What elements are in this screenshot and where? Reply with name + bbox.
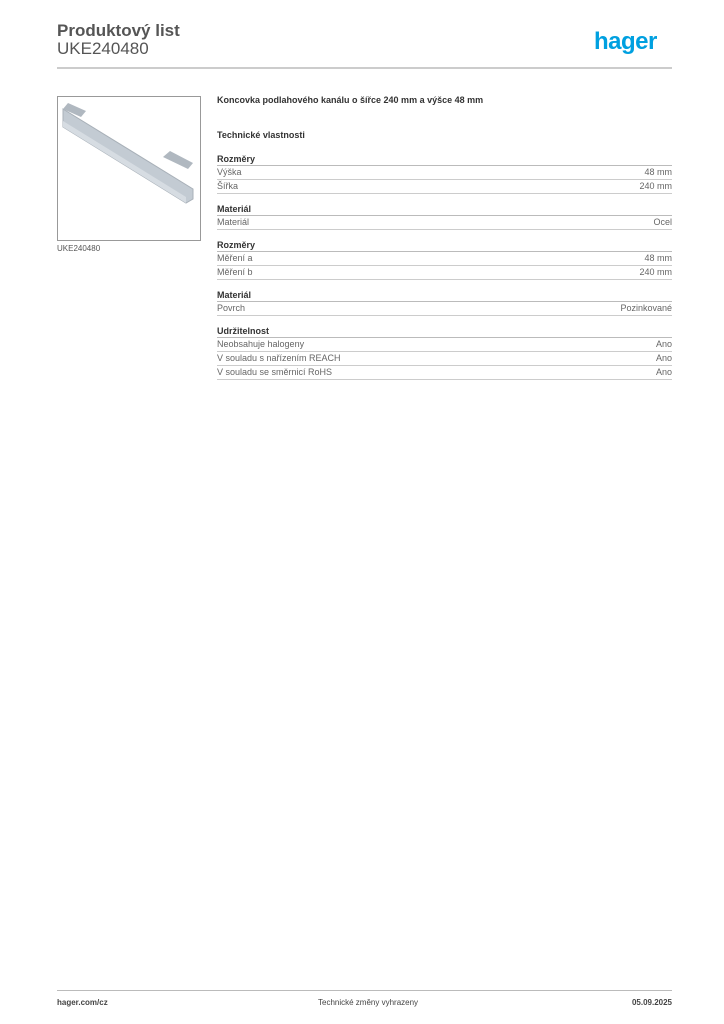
section-title: Materiál: [217, 204, 672, 216]
spec-section: Materiál Materiál Ocel: [217, 204, 672, 230]
spec-value: 48 mm: [644, 167, 672, 177]
spec-row: Šířka 240 mm: [217, 180, 672, 194]
section-title: Materiál: [217, 290, 672, 302]
spec-value: Ano: [655, 339, 672, 349]
section-title: Rozměry: [217, 154, 672, 166]
spec-value: Ano: [655, 367, 672, 377]
footer-notice: Technické změny vyhrazeny: [318, 998, 419, 1007]
product-description: Koncovka podlahového kanálu o šířce 240 …: [217, 95, 484, 105]
end-cap-illustration: [62, 103, 194, 204]
spec-row: Neobsahuje halogeny Ano: [217, 338, 672, 352]
section-title: Rozměry: [217, 240, 672, 252]
footer-date: 05.09.2025: [631, 998, 672, 1007]
spec-label: V souladu se směrnicí RoHS: [217, 367, 333, 377]
spec-section: Materiál Povrch Pozinkované: [217, 290, 672, 316]
product-code: UKE240480: [57, 39, 149, 58]
image-caption: UKE240480: [57, 244, 101, 253]
spec-section: Rozměry Výška 48 mm Šířka 240 mm: [217, 154, 672, 194]
spec-section: Udržitelnost Neobsahuje halogeny Ano V soul…: [217, 326, 672, 380]
header-divider: [57, 67, 672, 69]
hager-logo: hager: [594, 28, 657, 55]
spec-label: Měření b: [217, 267, 253, 277]
spec-row: Materiál Ocel: [217, 216, 672, 230]
spec-value: Pozinkované: [620, 303, 672, 313]
spec-label: Šířka: [217, 181, 239, 191]
section-title: Udržitelnost: [217, 326, 672, 338]
spec-row: Měření b 240 mm: [217, 266, 672, 280]
spec-section: Rozměry Měření a 48 mm Měření b 240 mm: [217, 240, 672, 280]
spec-label: Povrch: [217, 303, 246, 313]
spec-row: Povrch Pozinkované: [217, 302, 672, 316]
spec-label: Měření a: [217, 253, 253, 263]
spec-value: 240 mm: [639, 267, 672, 277]
spec-value: 240 mm: [639, 181, 672, 191]
spec-value: Ocel: [653, 217, 672, 227]
spec-row: V souladu se směrnicí RoHS Ano: [217, 366, 672, 380]
spec-value: Ano: [655, 353, 672, 363]
spec-label: Výška: [217, 167, 242, 177]
spec-row: Výška 48 mm: [217, 166, 672, 180]
spec-label: Materiál: [217, 217, 250, 227]
spec-row: Měření a 48 mm: [217, 252, 672, 266]
footer-divider: [57, 990, 672, 991]
spec-value: 48 mm: [644, 253, 672, 263]
spec-label: V souladu s nařízením REACH: [217, 353, 341, 363]
product-image: [57, 96, 201, 241]
footer-website[interactable]: hager.com/cz: [57, 998, 108, 1007]
spec-label: Neobsahuje halogeny: [217, 339, 305, 349]
product-details: Koncovka podlahového kanálu o šířce 240 …: [217, 95, 672, 390]
spec-row: V souladu s nařízením REACH Ano: [217, 352, 672, 366]
tech-heading: Technické vlastnosti: [217, 130, 305, 140]
page-title: Produktový list: [57, 21, 180, 40]
